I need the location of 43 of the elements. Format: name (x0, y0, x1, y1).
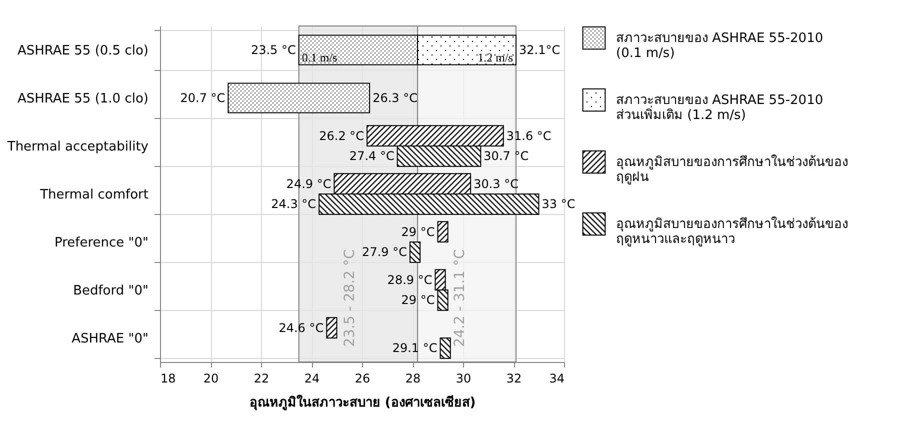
annotation: 33 °C (542, 197, 576, 212)
x-tick-label: 18 (160, 372, 176, 386)
x-tick-label: 20 (203, 372, 219, 386)
legend-label: อุณหภูมิสบายของการศึกษาในช่วงต้นของฤดูฝน (616, 154, 848, 185)
annotation: 28.9 °C (387, 272, 432, 287)
x-tick-label: 28 (405, 372, 421, 386)
annotation: 31.6 °C (506, 128, 552, 143)
annotation: 24.3 °C (271, 197, 316, 212)
annotation: 30.7 °C (484, 149, 529, 164)
annotation: 0.1 m/s (302, 50, 338, 65)
annotation: 24.9 °C (286, 176, 332, 191)
annotation: 26.2 °C (319, 128, 364, 143)
x-tick-label: 26 (354, 372, 370, 386)
annotation: 30.3 °C (474, 176, 518, 191)
annotation: 23.5 °C (250, 43, 296, 57)
x-tick-label: 22 (254, 372, 270, 386)
annotation: 1.2 m/s (478, 50, 514, 65)
annotation: 27.9 °C (362, 245, 407, 260)
legend-label: สภาวะสบายของ ASHRAE 55-2010 ส่วนเพิ่มเติม (1.2 m/s) (616, 93, 824, 123)
annotation: 29 °C (401, 224, 435, 239)
y-tick-label: Bedford "0" (73, 284, 148, 298)
annotation: 29.1 °C (392, 341, 438, 356)
y-tick-label: ASHRAE 55 (1.0 clo) (17, 92, 148, 106)
annotation: 20.7 °C (180, 91, 226, 105)
y-tick-label: Thermal comfort (39, 188, 148, 202)
annotation: 26.3 °C (372, 91, 418, 105)
x-axis-title: อุณหภูมิในสภาวะสบาย (องศาเซลเซียส) (249, 394, 476, 410)
x-tick-label: 24 (304, 372, 320, 386)
y-tick-label: ASHRAE "0" (72, 332, 148, 346)
annotation: 27.4 °C (349, 149, 394, 164)
x-tick-label: 30 (456, 372, 472, 386)
band-label: 23.5 - 28.2 °C (342, 249, 358, 347)
legend-label: อุณหภูมิสบายของการศึกษาในช่วงต้นของฤดูหนาวและฤดูหนาว (616, 216, 848, 247)
y-tick-label: Preference "0" (54, 236, 148, 250)
legend-label: สภาวะสบายของ ASHRAE 55-2010 (0.1 m/s) (616, 31, 824, 61)
annotation: 29 °C (401, 293, 435, 308)
x-tick-label: 34 (549, 372, 564, 386)
y-tick-label: ASHRAE 55 (0.5 clo) (17, 44, 148, 58)
x-tick-label: 32 (506, 372, 522, 386)
annotation: 32.1°C (519, 43, 560, 57)
annotation: 24.6 °C (278, 320, 324, 335)
y-tick-label: Thermal acceptability (6, 140, 149, 154)
band-label: 24.2 - 31.1 °C (452, 249, 468, 347)
